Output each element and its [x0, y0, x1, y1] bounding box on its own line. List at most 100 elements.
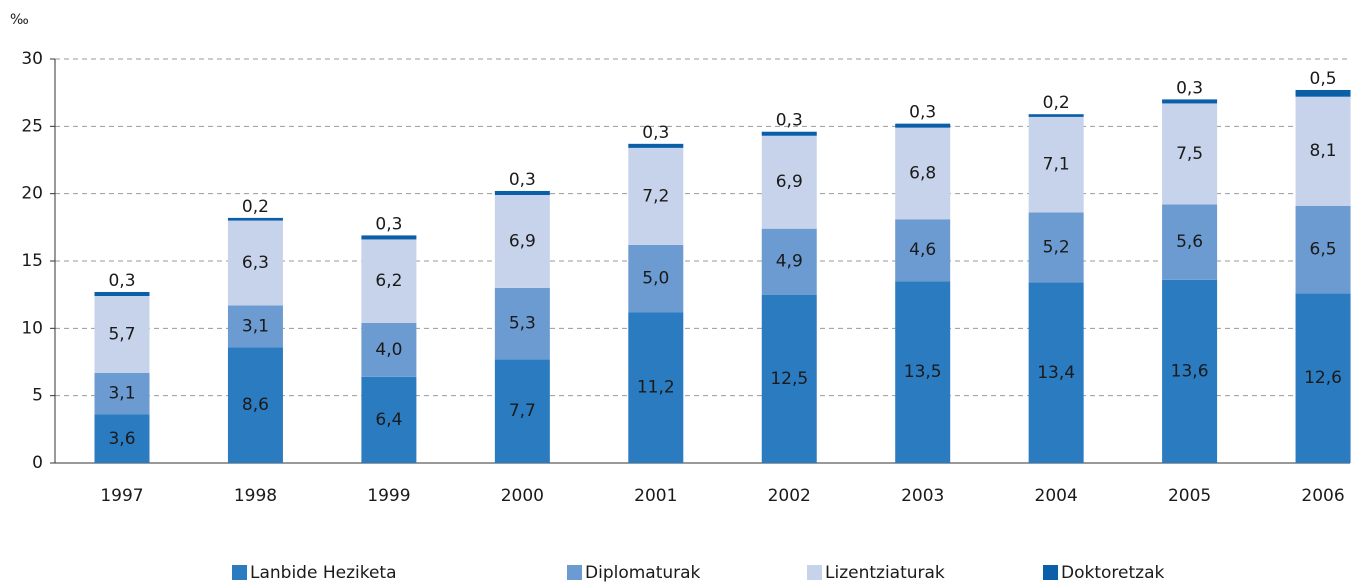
bar-segment [227, 347, 283, 463]
y-axis-label: ‰ [10, 12, 29, 28]
x-tick-label: 2001 [634, 486, 677, 506]
bar-segment [494, 195, 550, 288]
data-label: 4,6 [909, 240, 936, 260]
data-label: 0,3 [909, 103, 936, 123]
data-label: 0,2 [242, 197, 269, 217]
bar-segment [361, 239, 417, 323]
data-label: 3,6 [108, 429, 135, 449]
data-label: 6,9 [509, 231, 536, 251]
data-label: 4,9 [776, 252, 803, 272]
y-tick-label: 25 [21, 116, 43, 136]
y-tick-label: 20 [21, 184, 43, 204]
legend-label: Diplomaturak [585, 563, 701, 583]
legend-label: Lanbide Heziketa [250, 563, 397, 583]
y-tick-label: 15 [21, 251, 43, 271]
x-tick-label: 2005 [1168, 486, 1211, 506]
data-label: 6,4 [375, 410, 402, 430]
bar-segment [761, 131, 817, 136]
data-label: 4,0 [375, 340, 402, 360]
x-tick-label: 2000 [501, 486, 544, 506]
data-label: 8,1 [1310, 141, 1337, 161]
data-label: 12,5 [770, 369, 808, 389]
data-label: 5,0 [642, 269, 669, 289]
data-label: 13,5 [904, 362, 942, 382]
bar-segment [227, 217, 283, 221]
bar-segment [628, 147, 684, 245]
bar-segment [895, 123, 951, 128]
data-label: 12,6 [1304, 368, 1342, 388]
bar-segment [94, 291, 150, 297]
bar-segment [1028, 114, 1084, 117]
data-label: 0,5 [1310, 69, 1337, 89]
bar-segment [628, 244, 684, 313]
bar-segment [1162, 204, 1218, 280]
data-label: 7,2 [642, 186, 669, 206]
bar-segment [895, 219, 951, 282]
data-label: 6,5 [1310, 240, 1337, 260]
data-label: 13,6 [1171, 361, 1209, 381]
bar-segment [1028, 282, 1084, 463]
bar-segment [1162, 99, 1218, 104]
data-label: 6,2 [375, 271, 402, 291]
x-tick-label: 1998 [234, 486, 277, 506]
data-label: 3,1 [108, 384, 135, 404]
data-label: 5,7 [108, 324, 135, 344]
data-label: 0,3 [776, 111, 803, 131]
y-tick-label: 30 [21, 49, 43, 69]
data-label: 6,9 [776, 172, 803, 192]
legend-label: Lizentziaturak [825, 563, 945, 583]
bar-segment [1028, 116, 1084, 213]
bar-segment [494, 287, 550, 360]
data-label: 0,3 [108, 271, 135, 291]
bar-segment [761, 135, 817, 229]
bar-segment [1295, 96, 1351, 206]
data-label: 5,6 [1176, 232, 1203, 252]
data-label: 0,3 [1176, 78, 1203, 98]
data-label: 8,6 [242, 395, 269, 415]
bar-segment [494, 359, 550, 463]
data-label: 7,1 [1043, 155, 1070, 175]
bar-segment [628, 143, 684, 148]
y-tick-label: 10 [21, 318, 43, 338]
bar-segment [361, 235, 417, 240]
bar-segment [94, 296, 150, 373]
bar-segment [628, 312, 684, 463]
data-label: 6,8 [909, 163, 936, 183]
x-tick-label: 2002 [768, 486, 811, 506]
data-label: 3,1 [242, 316, 269, 336]
bar-segment [94, 414, 150, 463]
bar-segment [227, 305, 283, 348]
legend-swatch [567, 565, 582, 580]
y-tick-label: 0 [32, 453, 43, 473]
bar-segment [494, 190, 550, 196]
data-label: 0,3 [509, 170, 536, 190]
data-label: 11,2 [637, 378, 675, 398]
bar-segment [361, 376, 417, 463]
bar-segment [1162, 103, 1218, 205]
data-label: 5,3 [509, 314, 536, 334]
data-label: 0,2 [1043, 93, 1070, 113]
data-label: 0,3 [375, 214, 402, 234]
bar-segment [1028, 212, 1084, 283]
bar-segment [761, 294, 817, 463]
x-tick-label: 2006 [1301, 486, 1344, 506]
data-label: 13,4 [1037, 363, 1075, 383]
x-tick-label: 1997 [100, 486, 143, 506]
legend-swatch [1043, 565, 1058, 580]
bar-segment [1162, 279, 1218, 463]
bar-segment [1295, 205, 1351, 294]
data-label: 7,7 [509, 401, 536, 421]
data-label: 7,5 [1176, 144, 1203, 164]
y-tick-label: 5 [32, 386, 43, 406]
bar-segment [1295, 89, 1351, 97]
x-tick-label: 2003 [901, 486, 944, 506]
x-tick-label: 1999 [367, 486, 410, 506]
data-label: 5,2 [1043, 238, 1070, 258]
bar-segment [227, 220, 283, 306]
data-label: 6,3 [242, 253, 269, 273]
data-label: 0,3 [642, 123, 669, 143]
bar-segment [361, 322, 417, 377]
legend-label: Doktoretzak [1061, 563, 1164, 583]
x-tick-label: 2004 [1035, 486, 1078, 506]
